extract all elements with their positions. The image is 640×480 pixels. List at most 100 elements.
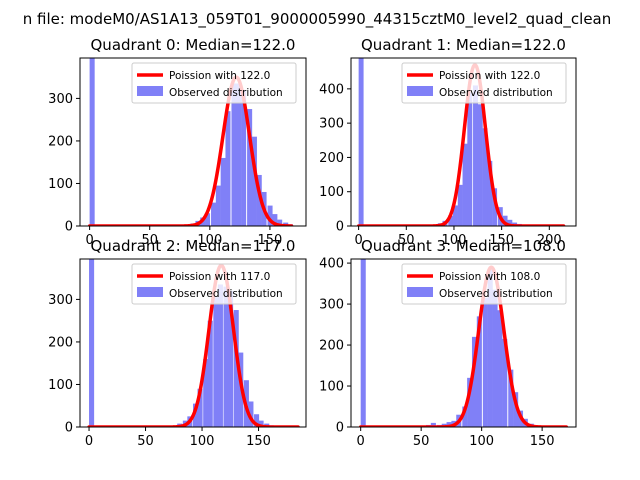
legend-hist-label: Observed distribution <box>169 87 283 99</box>
histogram-bar <box>251 136 257 226</box>
y-tick-label: 100 <box>319 185 344 200</box>
axes-frame <box>79 258 307 428</box>
histogram-bar <box>513 392 519 427</box>
legend-hist-label: Observed distribution <box>439 87 553 99</box>
x-tick-label: 150 <box>246 434 271 449</box>
x-tick-label: 50 <box>398 233 415 248</box>
histogram-bar <box>467 377 473 427</box>
legend-box <box>131 62 297 104</box>
histogram-bar <box>272 214 278 226</box>
quadrant-0-plot-area <box>87 58 294 226</box>
histogram-bar <box>453 205 458 226</box>
y-tick-label: 200 <box>319 151 344 166</box>
histogram-bar <box>247 109 253 226</box>
legend-box <box>401 263 567 305</box>
axes-frame <box>79 57 307 227</box>
x-tick-label: 50 <box>141 233 158 248</box>
histogram-bar <box>487 160 493 226</box>
quadrant-1-panel: 0 50 100 150 200 0 100 200 300 400 Quadrant 1: Med… <box>319 36 577 248</box>
legend-hist-swatch <box>137 287 163 297</box>
y-tick-label: 100 <box>319 380 344 395</box>
x-tick-label: 150 <box>530 434 555 449</box>
histogram-bar <box>241 89 247 226</box>
y-tick-label: 100 <box>48 177 73 192</box>
y-tick-label: 400 <box>319 257 344 272</box>
x-tick-label: 150 <box>489 233 514 248</box>
x-tick-label: 50 <box>413 434 430 449</box>
legend-curve-label: Poission with 117.0 <box>169 271 270 283</box>
histogram-bar <box>215 185 221 226</box>
histogram-bar <box>507 219 513 226</box>
histogram-bar <box>197 388 203 427</box>
histogram-bar <box>217 284 223 427</box>
histogram-bar <box>430 422 436 427</box>
x-tick-label: 200 <box>537 233 562 248</box>
quadrant-1-plot-area <box>356 58 566 226</box>
legend-box <box>131 263 297 305</box>
legend-curve-label: Poission with 108.0 <box>439 271 540 283</box>
histogram-bar <box>231 83 237 226</box>
legend-hist-swatch <box>407 86 433 96</box>
legend-curve-label: Poission with 122.0 <box>169 70 270 82</box>
histogram-bar <box>482 128 488 226</box>
x-tick-label: 50 <box>137 434 154 449</box>
quadrant-3-plot-area <box>358 259 569 427</box>
histogram-bar <box>508 369 514 427</box>
histogram-bar <box>502 338 508 427</box>
histogram-bar <box>89 58 95 226</box>
histogram-bar <box>492 188 498 226</box>
y-tick-label: 0 <box>65 220 73 235</box>
histogram-bar <box>267 205 273 226</box>
histogram-bar <box>476 316 482 427</box>
histogram-bar <box>213 297 219 427</box>
histogram-bar <box>502 215 508 226</box>
histogram-bar <box>228 290 234 427</box>
histogram-bar <box>254 414 260 427</box>
histogram-bar <box>471 336 478 427</box>
histogram-bar <box>220 157 226 226</box>
histogram-bar <box>448 215 454 226</box>
y-tick-label: 0 <box>336 421 344 436</box>
quadrant-2-title: Quadrant 2: Median=117.0 <box>91 237 296 255</box>
histogram-bar <box>277 219 283 226</box>
histogram-bar <box>223 286 229 427</box>
poisson-curve <box>358 265 569 427</box>
axes-frame <box>350 57 577 227</box>
histogram-bar <box>462 406 468 427</box>
histogram-bar <box>446 422 452 427</box>
quadrant-2-panel: 0 50 100 150 0 100 200 300 Quadrant 2: Median=11… <box>48 237 307 449</box>
y-tick-label: 400 <box>319 82 344 97</box>
histogram-bar <box>487 269 493 427</box>
legend-hist-swatch <box>407 287 433 297</box>
legend-hist-swatch <box>137 86 163 96</box>
histogram-bar <box>497 310 503 427</box>
histogram-bar <box>256 174 262 226</box>
x-tick-label: 0 <box>85 233 93 248</box>
y-tick-label: 100 <box>48 378 73 393</box>
quadrant-0-title: Quadrant 0: Median=122.0 <box>91 36 296 54</box>
quadrant-0-panel: 0 50 100 150 0 100 200 300 Quadrant 0: Median=12… <box>48 36 307 248</box>
histogram-bar <box>358 58 364 226</box>
histogram-bar <box>203 358 209 427</box>
histogram-bar <box>482 297 488 427</box>
histogram-bar <box>193 403 199 427</box>
y-tick-label: 300 <box>48 92 73 107</box>
histogram-bar <box>205 213 211 226</box>
quadrant-1-title: Quadrant 1: Median=122.0 <box>361 36 566 54</box>
x-tick-label: 100 <box>197 233 222 248</box>
x-tick-label: 150 <box>258 233 283 248</box>
legend-hist-label: Observed distribution <box>439 288 553 300</box>
histogram-bar <box>207 320 213 427</box>
y-tick-label: 0 <box>336 220 344 235</box>
histogram-bar <box>248 401 254 427</box>
histogram-bar <box>457 184 463 226</box>
y-tick-label: 0 <box>65 421 73 436</box>
histogram-bar <box>462 143 468 226</box>
histogram-bar <box>467 92 473 226</box>
y-tick-label: 200 <box>48 134 73 149</box>
y-tick-label: 300 <box>319 117 344 132</box>
x-tick-label: 0 <box>354 233 362 248</box>
y-tick-label: 200 <box>48 335 73 350</box>
y-tick-label: 300 <box>48 293 73 308</box>
